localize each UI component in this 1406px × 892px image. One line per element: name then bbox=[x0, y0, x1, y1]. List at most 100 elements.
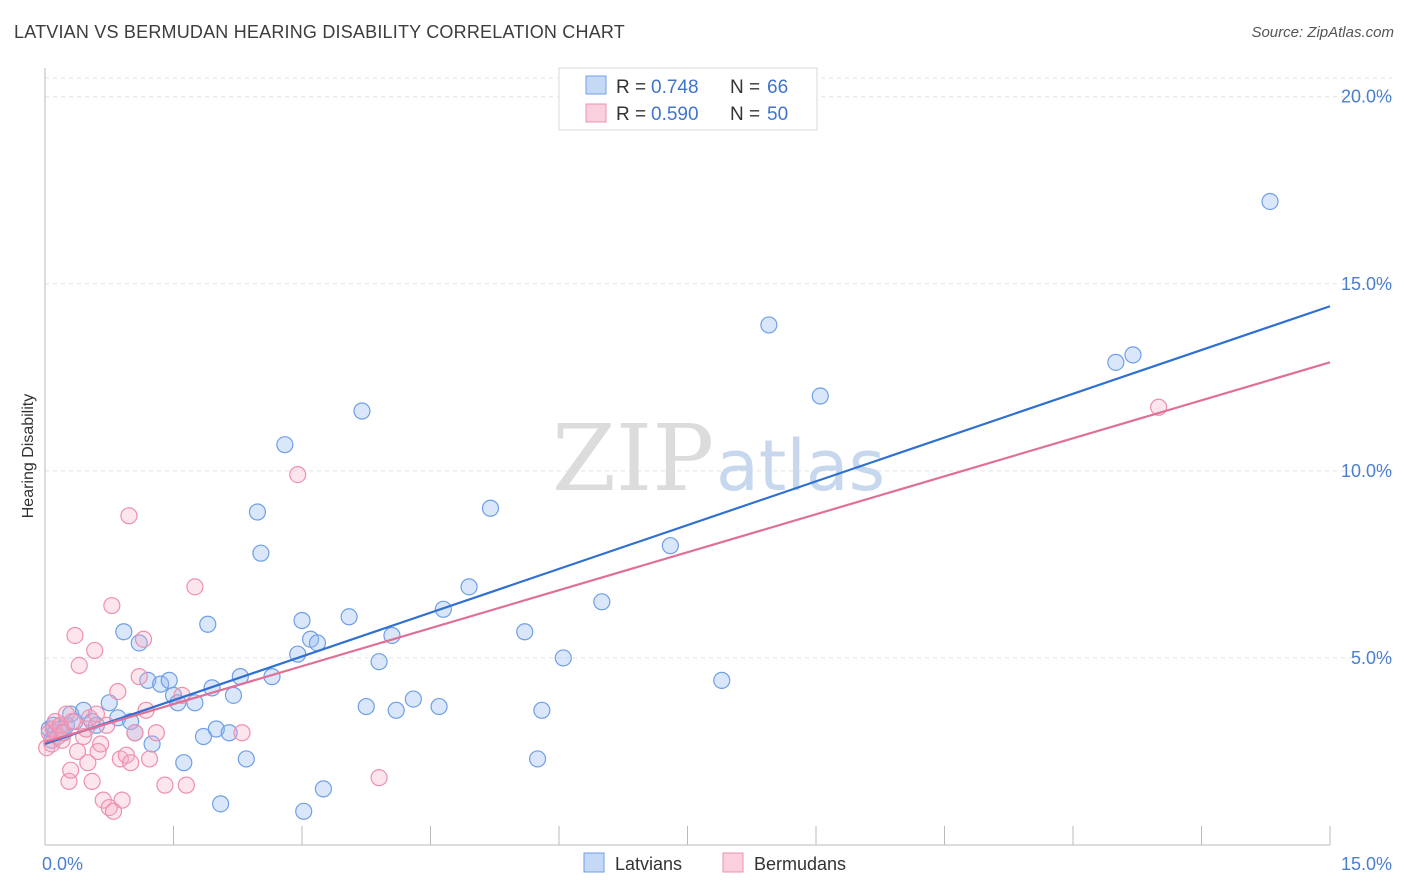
y-axis-title: Hearing Disability bbox=[20, 394, 37, 519]
bermudan-point-30 bbox=[109, 682, 127, 701]
latvian-point-42 bbox=[295, 802, 313, 820]
bermudan-point-37 bbox=[130, 668, 148, 686]
bermudan-point-28 bbox=[103, 596, 121, 615]
latvian-point-36 bbox=[248, 503, 267, 521]
latvian-point-33 bbox=[224, 686, 243, 704]
watermark: ZIP atlas bbox=[552, 405, 885, 512]
trend-lines bbox=[44, 305, 1331, 746]
bottom-legend: Latvians Bermudans bbox=[583, 852, 846, 874]
latvian-point-15 bbox=[115, 623, 133, 641]
bermudan-point-22 bbox=[87, 705, 106, 723]
bermudan-point-20 bbox=[83, 772, 101, 790]
latvian-trend-line bbox=[44, 305, 1331, 746]
y-tick-label-1: 10.0% bbox=[1341, 461, 1392, 481]
source-label: Source: ZipAtlas.com bbox=[1251, 24, 1394, 41]
bermudan-point-13 bbox=[66, 626, 84, 645]
bermudan-trend-line bbox=[44, 361, 1331, 744]
latvian-point-19 bbox=[139, 671, 157, 689]
latvian-point-64 bbox=[760, 316, 778, 334]
latvian-point-61 bbox=[593, 593, 611, 611]
legend-swatch-bermudans bbox=[585, 103, 607, 123]
bermudan-point-11 bbox=[62, 761, 80, 779]
latvian-point-25 bbox=[175, 754, 193, 772]
latvian-point-52 bbox=[404, 690, 422, 708]
latvian-point-32 bbox=[220, 724, 238, 742]
bottom-legend-swatch-latvians bbox=[583, 852, 605, 873]
bermudan-point-42 bbox=[156, 776, 174, 794]
legend-r-label-1: R = bbox=[616, 77, 646, 98]
x-tick-label-1: 15.0% bbox=[1341, 854, 1392, 874]
legend-n-label-2: N = bbox=[730, 104, 760, 125]
bermudan-point-15 bbox=[70, 656, 88, 675]
axes bbox=[44, 68, 1331, 846]
latvian-point-46 bbox=[340, 608, 358, 626]
latvian-point-53 bbox=[430, 697, 448, 716]
latvian-point-57 bbox=[516, 623, 534, 641]
latvian-point-59 bbox=[533, 701, 551, 719]
latvian-point-31 bbox=[212, 795, 230, 813]
latvian-point-67 bbox=[1124, 346, 1142, 364]
y-tick-label-3: 20.0% bbox=[1341, 87, 1392, 107]
latvian-point-21 bbox=[152, 675, 170, 693]
y-tick-label-0: 5.0% bbox=[1351, 648, 1392, 668]
latvian-point-45 bbox=[314, 780, 333, 798]
bermudan-point-44 bbox=[177, 776, 195, 794]
latvian-point-65 bbox=[811, 387, 829, 405]
latvian-point-66 bbox=[1107, 353, 1125, 371]
latvian-point-30 bbox=[207, 720, 225, 738]
latvian-point-62 bbox=[661, 537, 679, 555]
latvian-point-55 bbox=[460, 578, 478, 596]
x-tick-labels: 0.0% 15.0% bbox=[42, 854, 1392, 874]
bermudan-point-47 bbox=[289, 465, 307, 484]
bermudan-point-18 bbox=[79, 754, 97, 772]
latvian-point-58 bbox=[528, 750, 547, 768]
latvian-point-22 bbox=[160, 671, 178, 689]
watermark-atlas: atlas bbox=[716, 425, 885, 507]
grid-lines bbox=[45, 77, 1392, 659]
latvian-point-27 bbox=[194, 727, 213, 746]
latvian-point-63 bbox=[713, 671, 731, 689]
bermudan-point-24 bbox=[92, 735, 110, 753]
latvian-point-51 bbox=[387, 701, 405, 719]
legend-swatch-latvians bbox=[585, 75, 607, 95]
legend-r-value-2: 0.590 bbox=[651, 104, 699, 125]
latvian-point-56 bbox=[481, 499, 500, 517]
bermudan-point-12 bbox=[63, 712, 82, 731]
latvian-point-47 bbox=[353, 402, 371, 420]
bermudan-point-36 bbox=[126, 724, 144, 742]
legend-box: R = 0.748 N = 66 R = 0.590 N = 50 bbox=[558, 67, 818, 131]
chart-title: LATVIAN VS BERMUDAN HEARING DISABILITY C… bbox=[14, 22, 625, 42]
watermark-zip: ZIP bbox=[552, 405, 714, 512]
legend-n-label-1: N = bbox=[730, 77, 760, 98]
bermudan-point-45 bbox=[186, 578, 204, 596]
latvian-point-39 bbox=[276, 436, 294, 454]
bermudan-point-35 bbox=[122, 754, 140, 772]
legend-r-label-2: R = bbox=[616, 104, 646, 125]
x-tick-label-0: 0.0% bbox=[42, 854, 83, 874]
latvian-point-48 bbox=[357, 697, 375, 716]
latvian-point-68 bbox=[1261, 192, 1279, 211]
bermudan-point-21 bbox=[86, 641, 104, 660]
y-tick-labels: 5.0% 10.0% 15.0% 20.0% bbox=[1341, 87, 1392, 668]
latvian-point-37 bbox=[252, 544, 270, 562]
bottom-legend-swatch-bermudans bbox=[722, 852, 744, 873]
legend-r-value-1: 0.748 bbox=[651, 77, 699, 98]
legend-n-value-2: 50 bbox=[767, 104, 788, 125]
bermudan-point-41 bbox=[147, 724, 165, 742]
latvian-point-60 bbox=[554, 649, 572, 667]
bermudan-point-38 bbox=[134, 630, 153, 648]
latvian-point-49 bbox=[370, 653, 388, 671]
latvian-point-28 bbox=[199, 615, 217, 633]
bermudan-point-32 bbox=[113, 791, 131, 809]
bermudan-point-14 bbox=[68, 742, 87, 761]
bottom-legend-bermudans: Bermudans bbox=[754, 854, 846, 874]
y-tick-label-2: 15.0% bbox=[1341, 274, 1392, 294]
bermudan-point-48 bbox=[370, 769, 388, 787]
latvian-point-41 bbox=[293, 611, 311, 630]
legend-n-value-1: 66 bbox=[767, 77, 788, 98]
bermudan-point-40 bbox=[140, 750, 159, 768]
bermudan-point-34 bbox=[120, 507, 138, 525]
bottom-legend-latvians: Latvians bbox=[615, 854, 682, 874]
latvian-point-35 bbox=[237, 750, 255, 768]
